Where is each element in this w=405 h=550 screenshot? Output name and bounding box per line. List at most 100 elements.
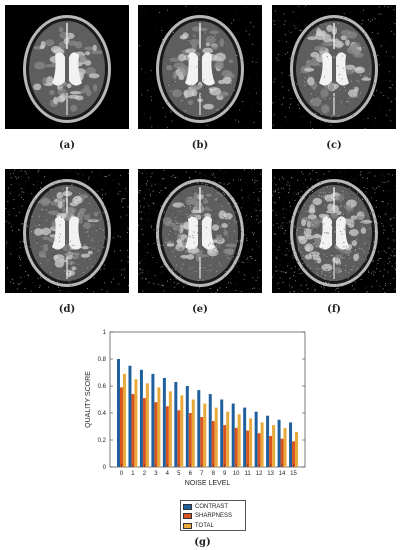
brain-slice-graphic <box>272 169 396 293</box>
bar-contrast-5 <box>174 381 178 467</box>
bar-contrast-12 <box>254 411 258 467</box>
bar-contrast-0 <box>117 359 120 467</box>
mri-image-f <box>272 169 396 293</box>
legend-label-contrast: CONTRAST <box>195 503 228 510</box>
panel-label-e: (e) <box>192 304 208 315</box>
bar-total-15 <box>295 431 298 467</box>
panel-label-d: (d) <box>58 304 76 315</box>
brain-slice-graphic <box>23 15 111 123</box>
brain-slice-graphic <box>138 169 262 293</box>
bar-sharpness-0 <box>119 387 123 467</box>
legend-item-contrast: CONTRAST <box>183 502 243 512</box>
x-tick-label: 4 <box>166 471 170 477</box>
bar-total-1 <box>134 379 138 467</box>
x-tick-label: 10 <box>233 471 240 477</box>
y-tick-label: 0.2 <box>98 438 107 444</box>
mri-image-c <box>272 5 396 129</box>
y-tick-label: 0.4 <box>98 411 107 417</box>
bar-contrast-3 <box>151 373 155 467</box>
legend-swatch-total <box>183 522 192 529</box>
bar-total-2 <box>145 383 149 467</box>
y-axis-label: QUALITY SCORE <box>85 371 92 428</box>
bar-sharpness-8 <box>211 421 215 467</box>
y-tick-label: 0 <box>103 465 107 471</box>
mri-image-a <box>5 5 129 129</box>
panel-label-b: (b) <box>191 140 209 151</box>
bar-sharpness-3 <box>154 402 158 467</box>
bar-sharpness-14 <box>280 438 284 467</box>
x-tick-label: 13 <box>267 471 274 477</box>
y-tick-label: 0.6 <box>98 384 107 390</box>
bar-contrast-10 <box>231 403 235 467</box>
mri-image-b <box>138 5 262 129</box>
bar-contrast-4 <box>162 377 166 467</box>
bar-sharpness-11 <box>246 430 250 467</box>
bar-contrast-13 <box>266 415 270 467</box>
bar-contrast-11 <box>243 407 247 467</box>
x-tick-label: 15 <box>290 471 297 477</box>
x-tick-label: 0 <box>120 471 124 477</box>
bar-sharpness-7 <box>200 417 204 467</box>
bar-contrast-6 <box>185 386 189 467</box>
bar-sharpness-10 <box>234 427 238 467</box>
bar-contrast-8 <box>208 394 212 467</box>
legend-label-sharpness: SHARPNESS <box>195 513 233 520</box>
bar-sharpness-4 <box>165 406 169 467</box>
mri-image-e <box>138 169 262 293</box>
legend-item-sharpness: SHARPNESS <box>183 512 243 522</box>
x-tick-label: 5 <box>177 471 181 477</box>
x-tick-label: 6 <box>189 471 193 477</box>
brain-slice-graphic <box>138 5 262 129</box>
legend-item-total: TOTAL <box>183 521 243 531</box>
panel-label-c: (c) <box>326 140 342 151</box>
bar-sharpness-2 <box>142 398 146 467</box>
bar-sharpness-15 <box>292 441 296 467</box>
mri-image-d <box>5 169 129 293</box>
x-tick-label: 1 <box>131 471 135 477</box>
figure-label-g: (g) <box>194 537 211 548</box>
y-tick-label: 0.8 <box>98 357 107 363</box>
bar-total-6 <box>191 399 195 467</box>
bar-total-12 <box>260 422 264 467</box>
bar-total-0 <box>122 373 126 467</box>
x-tick-label: 14 <box>279 471 286 477</box>
bar-contrast-15 <box>289 422 293 467</box>
bar-sharpness-6 <box>188 413 192 467</box>
panel-label-f: (f) <box>327 304 341 315</box>
x-tick-label: 2 <box>143 471 147 477</box>
x-tick-label: 3 <box>154 471 158 477</box>
brain-slice-graphic <box>272 5 396 129</box>
bar-sharpness-13 <box>269 435 273 467</box>
x-tick-label: 12 <box>256 471 263 477</box>
bar-sharpness-12 <box>257 433 261 467</box>
bar-contrast-14 <box>277 419 281 467</box>
x-tick-label: 9 <box>223 471 227 477</box>
x-axis-label: NOISE LEVEL <box>185 480 231 487</box>
bar-contrast-7 <box>197 390 201 467</box>
bar-total-9 <box>226 411 230 467</box>
y-tick-label: 1 <box>103 330 107 336</box>
bar-total-11 <box>249 418 253 467</box>
bar-contrast-9 <box>220 399 224 467</box>
bar-chart-svg: 00.20.40.60.810 1 2 3 4 5 6 7 8 9 10 11 12 13 14 15NOIS… <box>85 330 306 487</box>
panel-label-a: (a) <box>59 140 75 151</box>
bar-contrast-1 <box>128 365 132 467</box>
legend-label-total: TOTAL <box>195 522 214 529</box>
bar-total-3 <box>157 387 161 467</box>
brain-slice-graphic <box>5 169 129 293</box>
legend-swatch-sharpness <box>183 513 192 520</box>
bar-contrast-2 <box>139 369 143 467</box>
bar-total-10 <box>237 414 241 467</box>
bar-sharpness-1 <box>131 394 135 467</box>
bar-total-4 <box>168 391 172 467</box>
legend-swatch-contrast <box>183 503 192 510</box>
bar-total-13 <box>272 425 276 467</box>
bar-total-14 <box>283 427 287 467</box>
x-tick-label: 7 <box>200 471 204 477</box>
bar-total-8 <box>214 407 218 467</box>
quality-score-chart: 0 0.2 0.4 0.6 0.8 1 0 1 2 3 4 5 6 7 8 9 10 11 12 13 14 15 NOIS… <box>0 322 405 550</box>
bar-sharpness-5 <box>177 410 181 467</box>
x-tick-label: 8 <box>212 471 216 477</box>
chart-legend: CONTRAST SHARPNESS TOTAL <box>180 500 246 531</box>
x-tick-label: 11 <box>245 471 252 477</box>
